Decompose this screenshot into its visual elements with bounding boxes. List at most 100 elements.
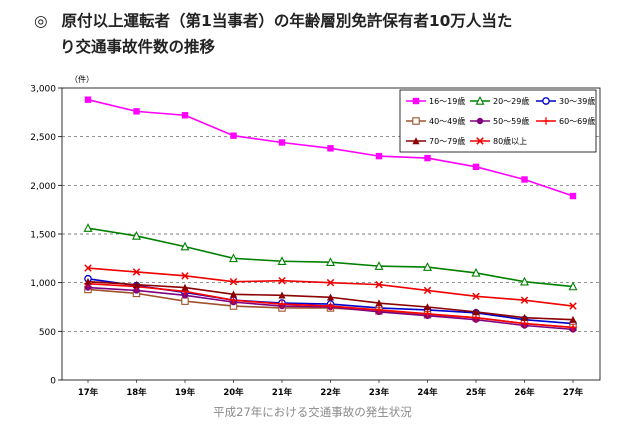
legend-swatch-marker [476,117,484,125]
data-point [229,290,238,298]
y-tick-label: 500 [39,328,56,338]
data-point [133,108,140,115]
legend-item: 60～69歳 [536,116,595,126]
data-point [374,261,384,270]
data-point [230,132,237,139]
data-point [472,163,480,171]
data-point [278,300,286,308]
legend-item: 16～19歳 [406,96,465,106]
legend-swatch-marker [542,97,550,105]
data-point [131,230,142,240]
x-tick-label: 19年 [175,387,196,398]
data-point [569,302,577,310]
data-point [568,281,578,291]
series-6 [84,279,577,332]
legend: 16～19歳 20～29歳 30～39歳 40～49歳 50～59歳 60～69歳 70～7… [399,89,597,153]
y-tick-label: 1,000 [30,279,56,289]
data-point [424,154,431,162]
data-point [569,192,577,200]
data-point [133,287,140,294]
legend-item: 30～39歳 [536,96,595,106]
data-point [181,112,189,119]
data-point [83,223,93,232]
data-point [375,299,383,307]
y-tick-label: 1,500 [30,231,56,241]
legend-swatch-marker [412,97,420,105]
data-point [132,268,141,276]
data-point [423,310,432,318]
y-tick-label: 2,000 [30,182,56,192]
data-point [569,315,577,323]
title-line-1: 原付以上運転者（第1当事者）の年齢層別免許保有者10万人当た [61,12,513,30]
legend-label: 60～69歳 [559,116,595,126]
data-point [229,296,238,304]
legend-item: 50～59歳 [470,116,529,126]
x-tick-label: 24年 [417,387,438,398]
data-point [472,314,480,322]
data-point [472,292,480,301]
legend-swatch-marker [412,137,420,145]
x-tick-label: 20年 [223,387,244,398]
x-tick-label: 26年 [514,387,535,398]
data-point [84,264,92,272]
data-point [519,276,530,286]
data-point [327,145,334,152]
x-tick-label: 25年 [466,387,487,398]
x-tick-label: 22年 [320,387,341,398]
data-point [569,323,577,332]
series-8 [84,264,577,310]
data-point [520,296,529,304]
legend-item: 40～49歳 [406,116,465,126]
legend-label: 20～29歳 [493,96,529,106]
y-tick-label: 0 [50,377,56,387]
legend-swatch-marker [476,137,484,145]
data-point [472,308,480,316]
data-point [228,253,239,263]
data-point [229,277,238,286]
legend-label: 80歳以上 [493,136,527,146]
title-line-2: り交通事故件数の推移 [60,38,216,56]
data-point [326,278,335,287]
footer-caption: 平成27年における交通事故の発生状況 [213,405,412,419]
data-point [278,291,286,299]
data-point [181,272,189,280]
legend-label: 16～19歳 [429,96,465,106]
legend-swatch-marker [412,117,420,125]
data-point [521,176,528,183]
data-point [277,256,287,266]
y-tick-label: 2,500 [30,133,56,143]
data-point [278,276,286,285]
x-tick-label: 18年 [126,387,147,398]
y-unit-label: （件） [70,74,94,84]
data-point [278,139,286,146]
legend-label: 40～49歳 [429,116,465,126]
data-point [423,303,432,311]
data-point [326,293,335,301]
data-point [520,313,529,321]
data-point [84,284,92,291]
legend-item: 20～29歳 [470,95,529,106]
data-point [520,319,529,328]
data-point [423,286,432,295]
legend-item: 70～79歳 [406,136,465,146]
data-point [84,96,92,103]
legend-label: 50～59歳 [493,116,529,126]
legend-item: 80歳以上 [470,136,527,146]
series-7 [84,277,577,323]
data-point [181,283,189,291]
data-point [375,152,383,160]
data-point [181,297,189,305]
data-point [181,292,189,299]
legend-swatch-marker [475,95,485,105]
data-point [326,302,335,310]
data-point [84,277,92,285]
data-point [132,280,141,288]
legend-swatch-marker [542,117,550,125]
x-tick-label: 17年 [78,387,99,398]
chart-title: ◎ 原付以上運転者（第1当事者）の年齢層別免許保有者10万人当た り交通事故件数の… [34,8,604,60]
data-point [375,306,383,314]
data-point [325,257,336,266]
data-point [471,267,481,277]
x-tick-label: 23年 [369,387,390,398]
